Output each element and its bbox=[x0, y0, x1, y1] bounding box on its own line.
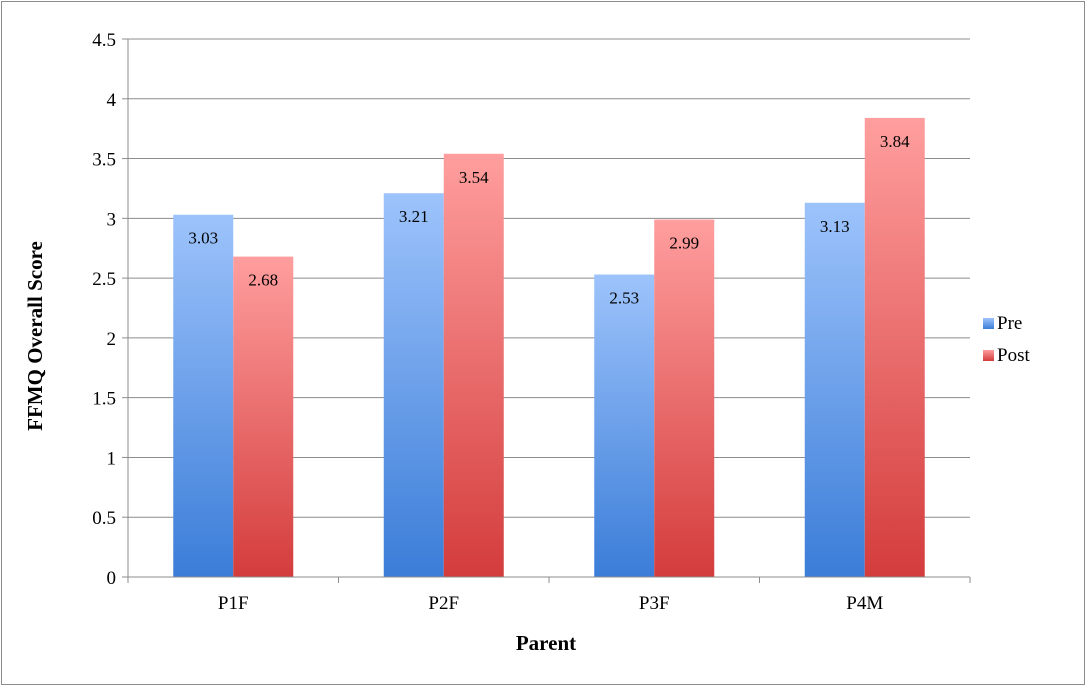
y-tick-label: 2.5 bbox=[92, 269, 116, 290]
bar-post-p3f bbox=[654, 219, 715, 578]
y-tick-label: 4.5 bbox=[92, 30, 116, 51]
x-tick-label: P4M bbox=[846, 593, 883, 614]
legend-label-pre: Pre bbox=[997, 313, 1022, 334]
data-label-pre-p2f: 3.21 bbox=[399, 207, 429, 226]
y-tick-label: 3 bbox=[107, 209, 117, 230]
bar-pre-p4m bbox=[804, 202, 865, 577]
bar-post-p4m bbox=[864, 117, 925, 577]
x-tick-label: P3F bbox=[639, 593, 670, 614]
data-labels: 3.03 2.68 3.21 3.54 2.53 2.99 3.13 3.84 bbox=[188, 132, 910, 308]
bar-pre-p1f bbox=[173, 214, 234, 577]
y-axis-title: FFMQ Overall Score bbox=[23, 241, 47, 431]
legend-swatch-pre bbox=[983, 318, 994, 329]
data-label-pre-p4m: 3.13 bbox=[820, 217, 850, 236]
data-label-post-p1f: 2.68 bbox=[248, 271, 278, 290]
x-tick-label: P1F bbox=[218, 593, 249, 614]
bar-pre-p2f bbox=[383, 193, 444, 577]
y-tick-label: 1.5 bbox=[92, 389, 116, 410]
y-tick-label: 0 bbox=[107, 568, 117, 589]
y-tick-label: 3.5 bbox=[92, 150, 116, 171]
data-label-pre-p1f: 3.03 bbox=[188, 229, 218, 248]
bar-post-p2f bbox=[443, 153, 504, 578]
y-tick-label: 1 bbox=[107, 448, 117, 469]
data-label-post-p3f: 2.99 bbox=[669, 234, 699, 253]
data-label-post-p2f: 3.54 bbox=[459, 168, 489, 187]
bars bbox=[173, 117, 925, 578]
data-label-post-p4m: 3.84 bbox=[880, 132, 910, 151]
bar-pre-p3f bbox=[594, 274, 655, 577]
y-tick-label: 4 bbox=[107, 90, 117, 111]
legend-label-post: Post bbox=[997, 345, 1030, 366]
bar-post-p1f bbox=[233, 256, 294, 577]
data-label-pre-p3f: 2.53 bbox=[609, 289, 639, 308]
y-tick-label: 2 bbox=[107, 329, 117, 350]
y-tick-label: 0.5 bbox=[92, 508, 116, 529]
x-axis-title: Parent bbox=[516, 631, 576, 655]
axes bbox=[122, 38, 971, 583]
x-tick-label: P2F bbox=[428, 593, 459, 614]
legend: Pre Post bbox=[983, 313, 1030, 366]
legend-swatch-post bbox=[983, 350, 994, 361]
